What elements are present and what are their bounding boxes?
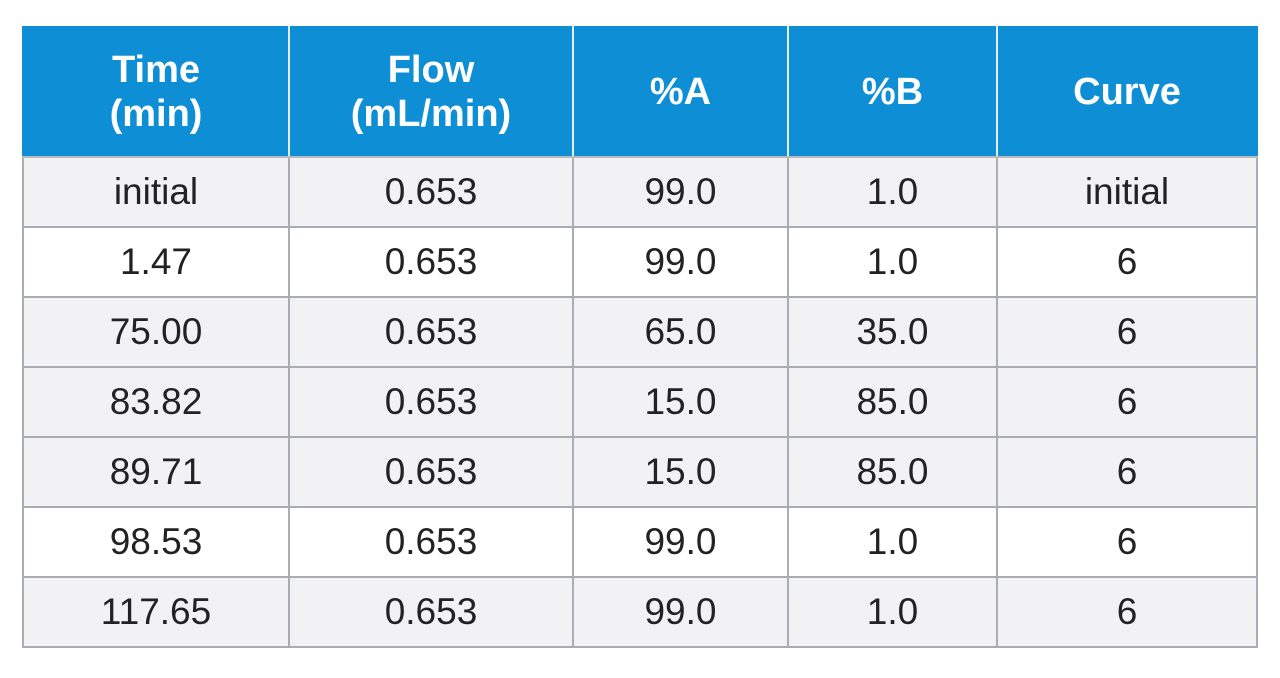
header-flow-unit: (mL/min) [350,93,512,135]
cell-flow: 0.653 [288,366,574,438]
table-row: 98.53 0.653 99.0 1.0 6 [22,506,1258,578]
cell-time: 117.65 [22,576,290,648]
table-row: 89.71 0.653 15.0 85.0 6 [22,436,1258,508]
cell-time: 98.53 [22,506,290,578]
header-time-unit: (min) [109,93,203,135]
cell-curve: 6 [996,576,1258,648]
cell-percent-a: 99.0 [572,506,789,578]
table-row: initial 0.653 99.0 1.0 initial [22,156,1258,228]
cell-curve: 6 [996,226,1258,298]
cell-curve: initial [996,156,1258,228]
cell-percent-b: 35.0 [787,296,998,368]
cell-time: 89.71 [22,436,290,508]
cell-flow: 0.653 [288,506,574,578]
cell-flow: 0.653 [288,436,574,508]
gradient-table-container: Time (min) Flow (mL/min) %A %B Curve [22,26,1258,648]
table-row: 1.47 0.653 99.0 1.0 6 [22,226,1258,298]
cell-percent-b: 1.0 [787,226,998,298]
cell-percent-a: 99.0 [572,576,789,648]
header-percent-a-label: %A [649,71,712,113]
cell-time: 1.47 [22,226,290,298]
cell-percent-b: 1.0 [787,506,998,578]
header-curve: Curve [996,26,1258,158]
table-row: 117.65 0.653 99.0 1.0 6 [22,576,1258,648]
cell-curve: 6 [996,296,1258,368]
cell-curve: 6 [996,366,1258,438]
table-header: Time (min) Flow (mL/min) %A %B Curve [22,26,1258,158]
cell-time: 83.82 [22,366,290,438]
cell-percent-a: 99.0 [572,156,789,228]
cell-percent-b: 85.0 [787,436,998,508]
gradient-table: Time (min) Flow (mL/min) %A %B Curve [22,26,1258,648]
cell-flow: 0.653 [288,226,574,298]
cell-percent-a: 65.0 [572,296,789,368]
cell-percent-a: 15.0 [572,436,789,508]
table-body: initial 0.653 99.0 1.0 initial 1.47 0.65… [22,156,1258,648]
header-flow-label: Flow [387,49,475,91]
cell-flow: 0.653 [288,576,574,648]
cell-percent-b: 85.0 [787,366,998,438]
header-time: Time (min) [22,26,290,158]
header-percent-b: %B [787,26,998,158]
header-percent-a: %A [572,26,789,158]
cell-flow: 0.653 [288,156,574,228]
cell-percent-a: 99.0 [572,226,789,298]
cell-flow: 0.653 [288,296,574,368]
table-row: 83.82 0.653 15.0 85.0 6 [22,366,1258,438]
cell-curve: 6 [996,436,1258,508]
header-curve-label: Curve [1073,71,1181,113]
cell-percent-b: 1.0 [787,576,998,648]
cell-time: initial [22,156,290,228]
header-flow: Flow (mL/min) [288,26,574,158]
header-row: Time (min) Flow (mL/min) %A %B Curve [22,26,1258,158]
header-time-label: Time [111,49,200,91]
cell-curve: 6 [996,506,1258,578]
header-percent-b-label: %B [861,71,924,113]
table-row: 75.00 0.653 65.0 35.0 6 [22,296,1258,368]
cell-time: 75.00 [22,296,290,368]
cell-percent-a: 15.0 [572,366,789,438]
cell-percent-b: 1.0 [787,156,998,228]
